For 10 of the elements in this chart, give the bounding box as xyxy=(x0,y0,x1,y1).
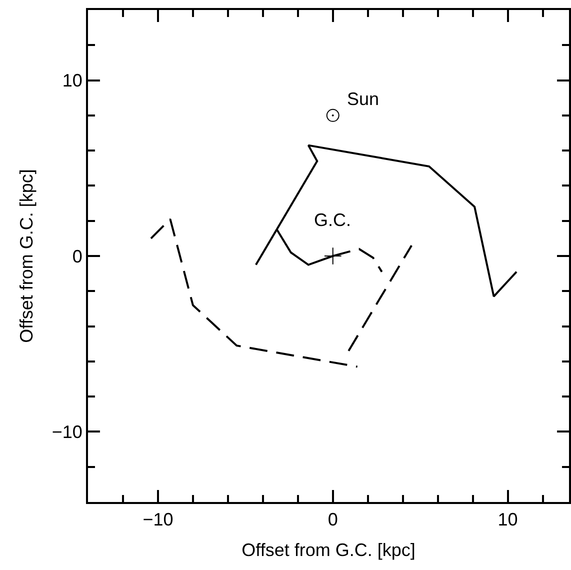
y-tick-label: 10 xyxy=(62,70,82,91)
annotation: G.C. xyxy=(314,210,352,230)
y-axis-title: Offset from G.C. [kpc] xyxy=(16,169,37,343)
y-tick-label: 0 xyxy=(72,246,82,266)
x-axis-title: Offset from G.C. [kpc] xyxy=(242,540,416,560)
x-tick-label: 10 xyxy=(498,510,518,530)
y-tick-label: −10 xyxy=(52,422,82,442)
annotation: Sun xyxy=(347,89,380,109)
x-tick-label: 0 xyxy=(328,510,338,530)
x-tick-label: −10 xyxy=(142,510,174,530)
